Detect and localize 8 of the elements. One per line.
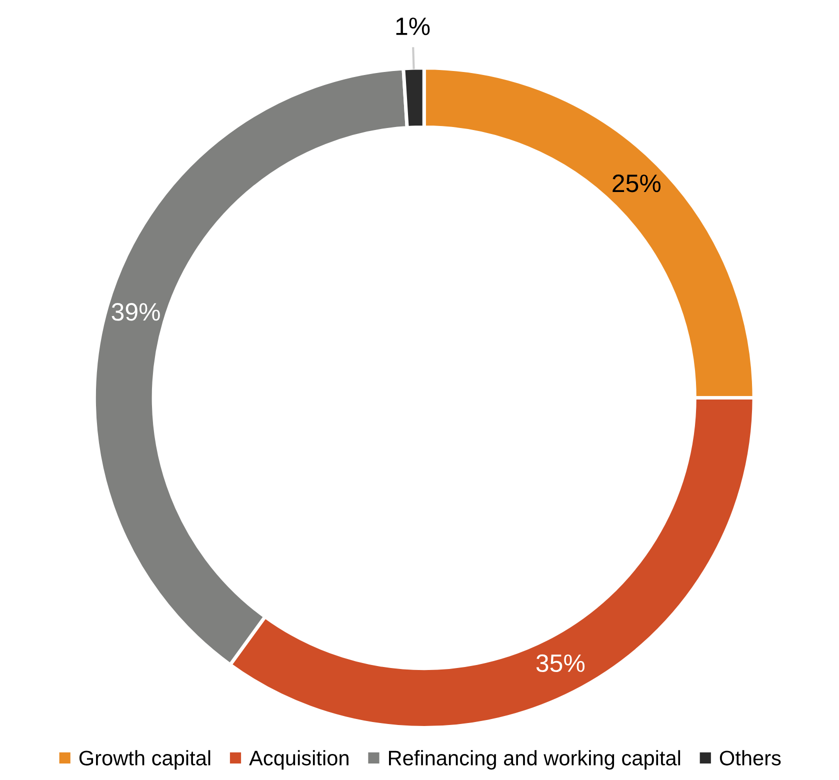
data-label: 25% bbox=[612, 174, 661, 192]
legend-label: Refinancing and working capital bbox=[388, 750, 680, 770]
data-label: 1% bbox=[396, 18, 430, 36]
data-label: 35% bbox=[536, 654, 585, 672]
legend-label: Growth capital bbox=[79, 750, 210, 770]
legend-label: Others bbox=[720, 750, 781, 766]
data-label: 39% bbox=[112, 303, 160, 321]
legend-label: Acquisition bbox=[249, 750, 348, 770]
